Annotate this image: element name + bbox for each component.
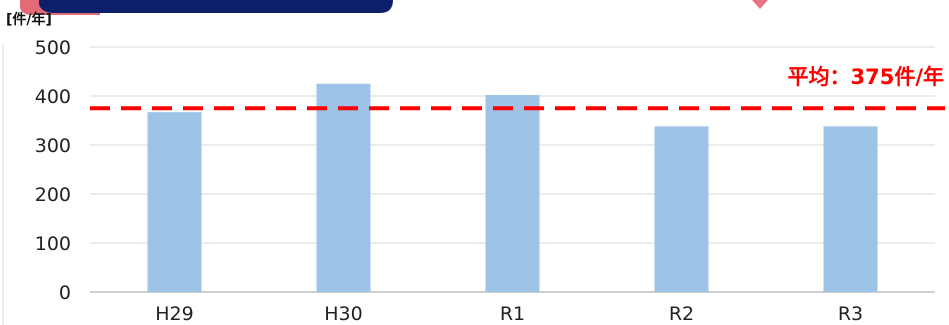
x-tick-labels: H29 H30 R1 R2 R3 bbox=[155, 303, 863, 325]
bar-r3 bbox=[823, 126, 878, 292]
y-tick-label: 200 bbox=[35, 184, 71, 206]
y-tick-label: 300 bbox=[35, 135, 71, 157]
x-tick-label: R2 bbox=[669, 303, 694, 325]
bars bbox=[147, 83, 878, 293]
x-tick-label: R3 bbox=[838, 303, 863, 325]
x-tick-label: H29 bbox=[155, 303, 193, 325]
header-banner-decoration bbox=[20, 0, 768, 15]
x-tick-label: R1 bbox=[500, 303, 525, 325]
y-tick-label: 400 bbox=[35, 86, 71, 108]
y-unit-label: [件/年] bbox=[6, 11, 52, 28]
y-tick-label: 0 bbox=[59, 282, 71, 304]
bar-r1 bbox=[485, 95, 540, 293]
y-tick-label: 100 bbox=[35, 233, 71, 255]
bar-r2 bbox=[654, 126, 709, 292]
average-label: 平均：375件/年 bbox=[787, 65, 944, 89]
x-tick-label: H30 bbox=[324, 303, 362, 325]
bar-h30 bbox=[316, 83, 371, 292]
y-tick-label: 500 bbox=[35, 37, 71, 59]
bar-h29 bbox=[147, 112, 202, 292]
y-tick-labels: 0 100 200 300 400 500 bbox=[35, 37, 71, 304]
